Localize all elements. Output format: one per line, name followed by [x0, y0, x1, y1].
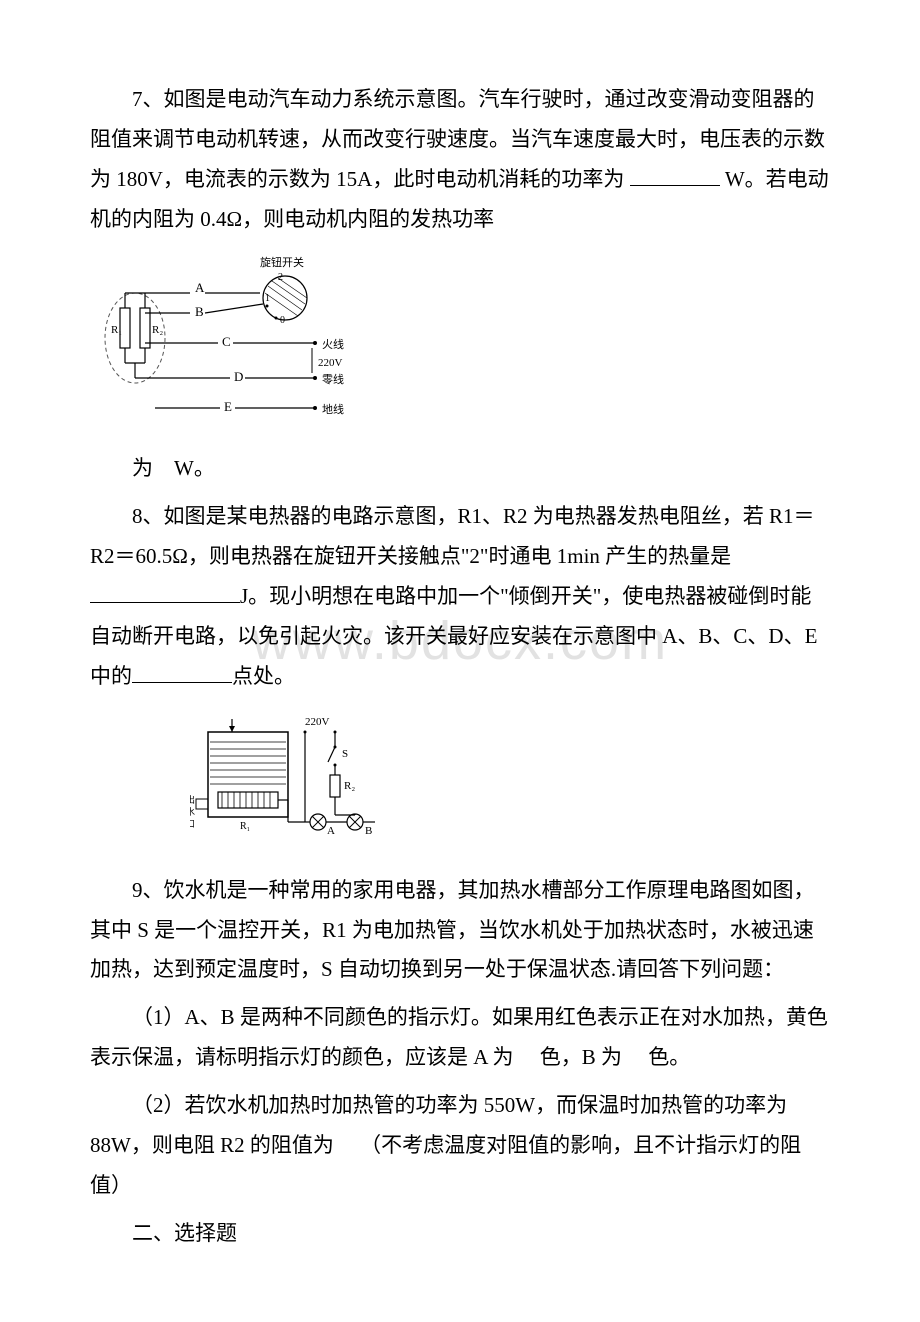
- q8-text-a: 8、如图是某电热器的电路示意图，R1、R2 为电热器发热电阻丝，若 R1＝R2＝…: [90, 504, 815, 568]
- label-220v: 220V: [318, 357, 343, 369]
- svg-text:R₂: R₂: [152, 324, 163, 336]
- q8-blank-1: [90, 581, 240, 603]
- svg-text:R₂: R₂: [344, 780, 355, 792]
- q7-blank-1: [630, 164, 720, 186]
- q7-text-cd: 为 W。: [90, 449, 830, 489]
- q9-sub1-a: （1）A、B 是两种不同颜色的指示灯。如果用红色表示正在对水加热，黄色表示保温，…: [90, 1005, 828, 1069]
- question-9-intro: 9、饮水机是一种常用的家用电器，其加热水槽部分工作原理电路图如图，其中 S 是一…: [90, 871, 830, 991]
- svg-text:2: 2: [278, 272, 283, 283]
- svg-text:R₁: R₁: [111, 324, 122, 336]
- question-9-sub1: （1）A、B 是两种不同颜色的指示灯。如果用红色表示正在对水加热，黄色表示保温，…: [90, 998, 830, 1078]
- q8-circuit-diagram: R₁ R₂ A 旋钮开关: [100, 248, 360, 442]
- svg-text:B: B: [365, 825, 372, 837]
- question-8: 8、如图是某电热器的电路示意图，R1、R2 为电热器发热电阻丝，若 R1＝R2＝…: [90, 497, 830, 696]
- question-9-sub2: （2）若饮水机加热时加热管的功率为 550W，而保温时加热管的功率为 88W，则…: [90, 1086, 830, 1206]
- svg-text:1: 1: [265, 293, 270, 304]
- q9-sub1-b: 色，B 为: [540, 1045, 622, 1069]
- svg-text:A: A: [327, 825, 335, 837]
- label-outlet: 出: [190, 794, 195, 805]
- q8-text-c: 点处。: [232, 664, 295, 688]
- svg-text:0: 0: [280, 315, 285, 326]
- svg-text:水: 水: [190, 806, 195, 816]
- svg-text:R₁: R₁: [240, 821, 250, 832]
- label-d: D: [234, 369, 243, 384]
- label-zero: 零线: [322, 372, 344, 386]
- svg-text:S: S: [342, 748, 348, 760]
- svg-text:220V: 220V: [305, 716, 330, 728]
- q7-image-row: R₁ R₂ A 旋钮开关: [90, 248, 830, 442]
- svg-text:口: 口: [190, 819, 195, 828]
- q9-text-a: 9、饮水机是一种常用的家用电器，其加热水槽部分工作原理电路图如图，其中 S 是一…: [90, 878, 815, 982]
- q8-blank-2: [132, 661, 232, 683]
- section-2-heading: 二、选择题: [90, 1214, 830, 1254]
- label-a: A: [195, 280, 205, 295]
- label-c: C: [222, 334, 231, 349]
- label-rotary: 旋钮开关: [260, 255, 304, 269]
- q9-sub1-c: 色。: [648, 1045, 690, 1069]
- label-b: B: [195, 304, 204, 319]
- question-7: 7、如图是电动汽车动力系统示意图。汽车行驶时，通过改变滑动变阻器的阻值来调节电动…: [90, 80, 830, 240]
- label-fire: 火线: [322, 337, 344, 351]
- label-e: E: [224, 399, 232, 414]
- q9-heater-diagram: R₁ 出 水 口 220V S R₂: [190, 707, 830, 861]
- label-ground: 地线: [322, 402, 344, 416]
